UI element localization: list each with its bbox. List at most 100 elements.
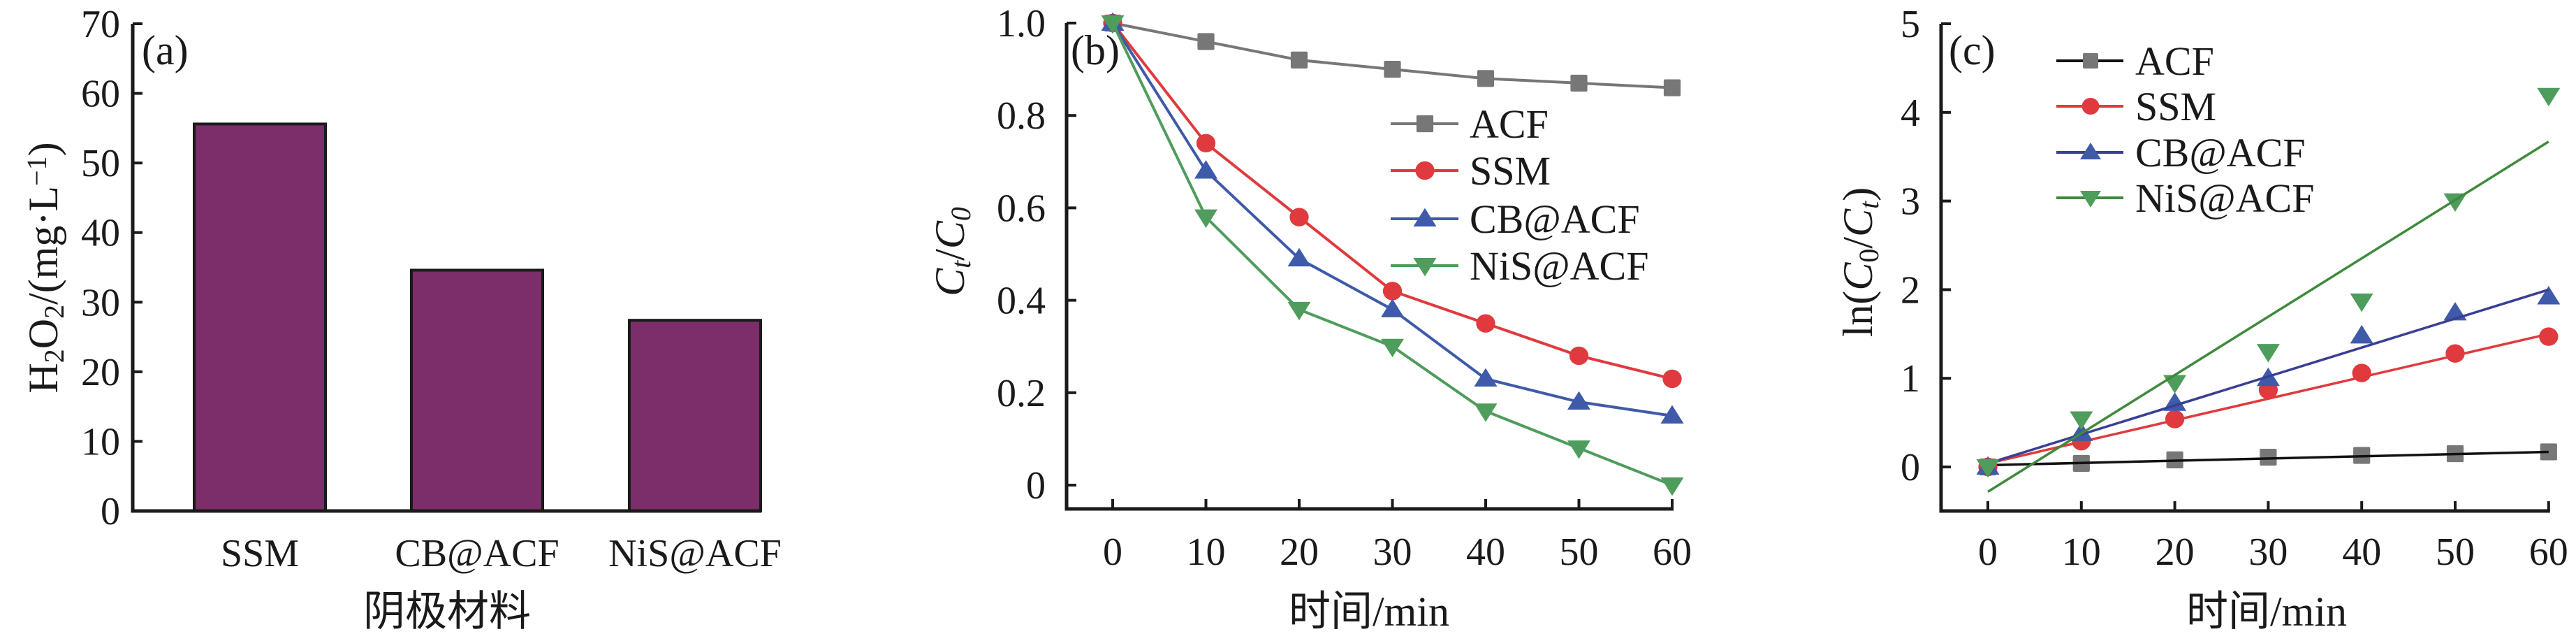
legend-label: SSM <box>2135 84 2216 129</box>
y-tick-label: 0 <box>1026 464 1046 507</box>
data-point <box>1567 440 1590 459</box>
y-axis-label: Ct/C0 <box>927 207 976 296</box>
y-tick-label: 10 <box>81 420 120 463</box>
legend-item: SSM <box>1391 148 1551 194</box>
panel-c-scatter-fit-chart: 0 1 2 3 4 5 0 10 20 30 40 50 60 ACFSSMCB@ACFNiS@ACF… <box>1835 3 2568 635</box>
data-point <box>1287 301 1311 321</box>
axes <box>131 22 761 513</box>
data-point <box>1476 314 1495 333</box>
data-point <box>1384 61 1401 78</box>
legend-marker <box>2080 191 2101 208</box>
data-point <box>1289 208 1309 226</box>
x-tick-label: 10 <box>2062 531 2101 574</box>
x-category-label: SSM <box>221 532 299 575</box>
data-point <box>1197 33 1215 50</box>
y-ticks: 0 0.2 0.4 0.6 0.8 1.0 <box>997 2 1076 507</box>
legend-marker <box>2083 53 2098 69</box>
y-axis-label: ln(C0/Ct) <box>1835 187 1885 338</box>
bars <box>193 122 762 512</box>
legend-item: NiS@ACF <box>1391 243 1649 289</box>
legend-item: ACF <box>2056 38 2214 84</box>
y-ticks: 0 1 2 3 4 5 <box>1901 3 1951 489</box>
legend-marker <box>1413 208 1437 226</box>
x-axis-label: 阴极材料 <box>363 589 531 635</box>
legend-marker <box>1415 161 1435 180</box>
data-point <box>2260 448 2277 466</box>
data-point <box>1381 298 1404 317</box>
data-point <box>1101 15 1125 34</box>
data-point <box>1287 247 1311 267</box>
legend-label: NiS@ACF <box>2135 175 2315 221</box>
x-axis-label: 时间/min <box>1289 589 1449 635</box>
series-nis-at-acf <box>1101 15 1684 496</box>
x-tick-label: 30 <box>2248 531 2288 574</box>
y-tick-label: 40 <box>81 212 120 255</box>
bar-ssm <box>193 122 327 512</box>
legend-label: CB@ACF <box>2135 130 2306 175</box>
data-point <box>1662 369 1682 389</box>
data-point <box>1194 209 1217 229</box>
legend-item: ACF <box>1391 101 1549 147</box>
legend-item: CB@ACF <box>2056 130 2306 175</box>
y-axis-label: H2O2/(mg·L−1) <box>20 142 70 393</box>
data-point <box>2537 87 2561 107</box>
x-tick-label: 30 <box>1373 531 1412 574</box>
series-line <box>1112 22 1673 89</box>
data-point <box>1474 368 1498 387</box>
legend-marker <box>1413 258 1437 277</box>
y-tick-label: 20 <box>81 351 120 394</box>
data-point <box>2163 375 2187 394</box>
legend-item: CB@ACF <box>1391 196 1640 242</box>
fit-line <box>1987 141 2549 493</box>
legend-label: CB@ACF <box>1470 196 1640 242</box>
x-ticks: 0 10 20 30 40 50 60 <box>1978 501 2568 574</box>
fit-line <box>1987 333 2549 465</box>
y-tick-label: 3 <box>1901 180 1920 224</box>
bar-cb-at-acf <box>410 268 544 512</box>
data-point <box>1474 403 1498 422</box>
data-point <box>1570 74 1588 92</box>
x-tick-label: 60 <box>2529 531 2568 574</box>
y-tick-label: 0.4 <box>997 280 1046 323</box>
y-tick-label: 0 <box>101 490 120 533</box>
series-nis-at-acf <box>1976 87 2561 493</box>
y-tick-label: 1.0 <box>997 2 1046 45</box>
x-tick-label: 40 <box>2342 531 2381 574</box>
x-category-label: CB@ACF <box>395 532 559 575</box>
data-point <box>2445 344 2465 363</box>
y-tick-label: 1 <box>1901 357 1920 401</box>
x-category-label: NiS@ACF <box>608 532 782 575</box>
x-tick-label: 40 <box>1466 531 1505 574</box>
series <box>1101 12 1684 496</box>
axis-frame <box>1064 23 1674 511</box>
legend-label: ACF <box>2135 38 2214 84</box>
series-acf <box>1104 14 1681 96</box>
x-axis-label: 时间/min <box>2186 589 2347 635</box>
x-tick-label: 20 <box>2156 531 2195 574</box>
y-tick-label: 0.8 <box>997 94 1046 138</box>
y-tick-label: 4 <box>1901 92 1920 135</box>
x-ticks: 0 10 20 30 40 50 60 <box>1103 499 1692 574</box>
x-tick-label: 60 <box>1653 531 1692 574</box>
series <box>1976 87 2561 493</box>
legend-label: SSM <box>1470 148 1551 194</box>
axes <box>1939 22 2550 513</box>
legend-marker <box>2081 98 2100 115</box>
data-point <box>2350 324 2373 344</box>
data-point <box>1196 134 1216 153</box>
data-point <box>1382 282 1403 301</box>
bar-nis-at-acf <box>628 319 762 512</box>
legend-marker <box>1416 115 1434 133</box>
x-tick-label: 10 <box>1187 531 1226 574</box>
panel-label-c: (c) <box>1949 27 1996 73</box>
y-ticks: 0 10 20 30 40 50 60 70 <box>81 3 142 533</box>
data-point <box>1660 477 1684 496</box>
y-tick-label: 60 <box>81 73 120 116</box>
data-point <box>1477 70 1495 87</box>
axis-frame <box>1939 24 2550 513</box>
x-category-labels: SSM CB@ACF NiS@ACF <box>221 532 782 575</box>
data-point <box>2443 193 2467 212</box>
data-point <box>1194 160 1217 179</box>
data-point <box>2350 293 2373 312</box>
